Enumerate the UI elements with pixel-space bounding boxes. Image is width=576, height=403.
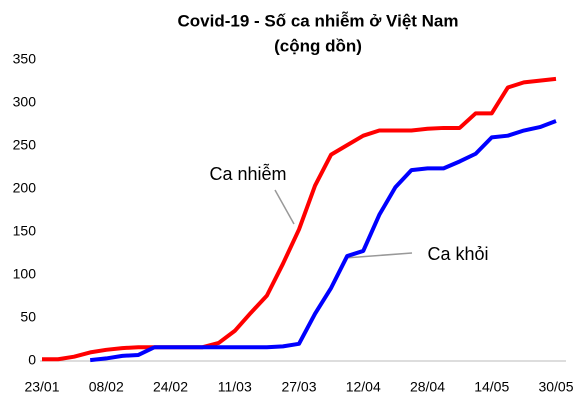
x-tick-label: 28/04	[410, 379, 445, 395]
y-tick-label: 100	[13, 266, 37, 282]
y-tick-label: 250	[13, 137, 37, 153]
series-label: Ca nhiễm	[209, 163, 286, 184]
y-tick-label: 200	[13, 180, 37, 196]
x-tick-label: 30/05	[538, 379, 573, 395]
leader-line	[344, 252, 413, 259]
x-tick-label: 14/05	[474, 379, 509, 395]
chart-title: Covid-19 - Số ca nhiễm ở Việt Nam	[177, 11, 458, 30]
leader-line	[274, 189, 295, 225]
x-tick-label: 24/02	[153, 379, 188, 395]
series-label: Ca khỏi	[427, 244, 488, 264]
y-tick-label: 150	[13, 223, 37, 239]
chart-subtitle: (cộng dồn)	[274, 36, 362, 55]
x-tick-label: 11/03	[218, 379, 252, 395]
y-tick-label: 50	[20, 309, 36, 325]
x-tick-label: 27/03	[281, 379, 316, 395]
series-line	[42, 76, 557, 362]
y-tick-label: 350	[13, 51, 37, 67]
series-line	[89, 119, 557, 363]
x-tick-label: 23/01	[24, 379, 59, 395]
y-tick-label: 300	[13, 94, 37, 110]
y-tick-label: 0	[28, 352, 36, 368]
x-tick-label: 12/04	[346, 379, 381, 395]
x-tick-label: 08/02	[89, 379, 124, 395]
